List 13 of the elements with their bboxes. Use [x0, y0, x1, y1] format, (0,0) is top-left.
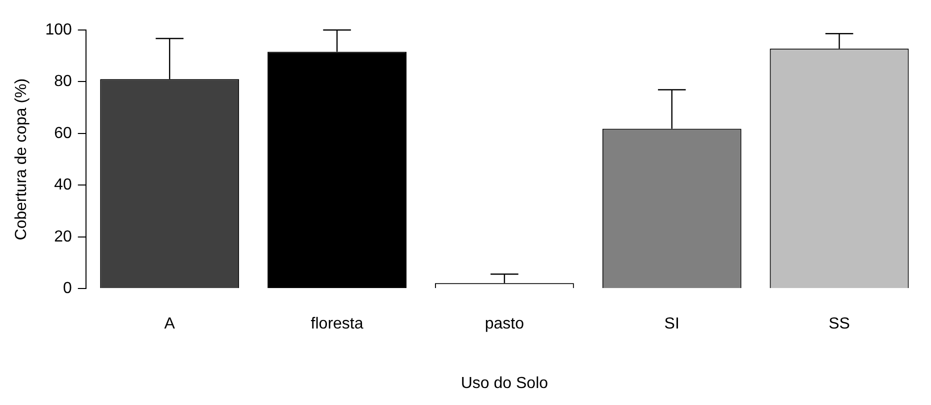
- y-tick-label: 20: [54, 228, 72, 246]
- x-tick-label: SS: [828, 316, 850, 333]
- y-tick-label: 80: [54, 73, 72, 90]
- x-tick-label: pasto: [484, 316, 524, 333]
- x-axis-title: Uso do Solo: [460, 374, 548, 392]
- y-axis-title: Cobertura de copa (%): [13, 78, 30, 240]
- x-tick-label: floresta: [310, 316, 364, 333]
- x-tick-label: SI: [664, 316, 680, 333]
- y-tick-label: 0: [62, 280, 72, 298]
- y-tick-label: 100: [45, 21, 72, 38]
- y-tick-label: 60: [54, 124, 72, 142]
- y-tick-label: 40: [54, 176, 72, 194]
- x-tick-label: A: [164, 316, 176, 333]
